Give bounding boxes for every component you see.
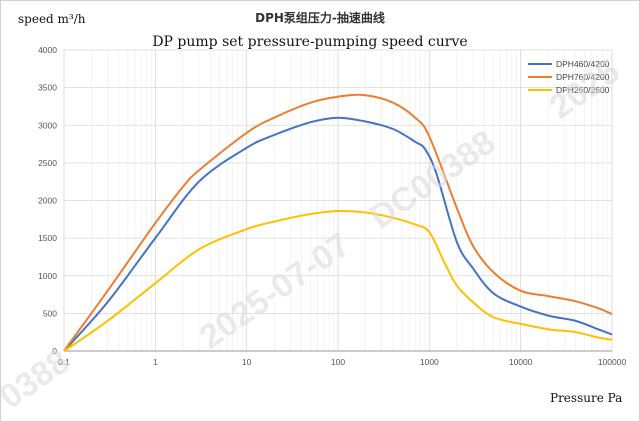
y-tick-label: 3000 bbox=[38, 120, 57, 130]
chart-title: DPH泵组压力-抽速曲线 bbox=[255, 10, 385, 25]
x-tick-label: 0.1 bbox=[58, 357, 70, 367]
chart-subtitle: DP pump set pressure-pumping speed curve bbox=[152, 34, 467, 50]
series-line-dph760-4200 bbox=[63, 93, 613, 352]
x-tick-label: 10000 bbox=[509, 357, 533, 367]
y-tick-label: 1000 bbox=[38, 271, 57, 281]
legend-label: DPH260/2600 bbox=[556, 85, 610, 95]
series-line-dph260-2600 bbox=[63, 209, 613, 352]
legend-label: DPH760/4200 bbox=[556, 72, 610, 82]
y-tick-label: 2500 bbox=[38, 158, 57, 168]
tick-labels: 0.1 1 10 100 1000 10000 100000 0 500 1000 1500 2000… bbox=[38, 45, 626, 367]
y-tick-label: 1500 bbox=[38, 233, 57, 243]
series-lines bbox=[63, 93, 613, 352]
x-tick-label: 100000 bbox=[598, 357, 627, 367]
y-tick-label: 500 bbox=[43, 308, 57, 318]
x-tick-label: 1 bbox=[153, 357, 158, 367]
legend-label: DPH460/4200 bbox=[556, 59, 610, 69]
y-axis-label: speed m³/h bbox=[18, 12, 86, 26]
x-tick-label: 10 bbox=[242, 357, 252, 367]
legend: DPH460/4200 DPH760/4200 DPH260/2600 bbox=[528, 59, 610, 95]
y-tick-label: 0 bbox=[52, 346, 57, 356]
x-tick-label: 1000 bbox=[420, 357, 439, 367]
y-tick-label: 2000 bbox=[38, 196, 57, 206]
x-axis-label: Pressure Pa bbox=[550, 391, 622, 405]
x-tick-label: 100 bbox=[331, 357, 345, 367]
y-tick-label: 3500 bbox=[38, 83, 57, 93]
series-line-dph460-4200 bbox=[63, 116, 613, 352]
y-tick-label: 4000 bbox=[38, 45, 57, 55]
